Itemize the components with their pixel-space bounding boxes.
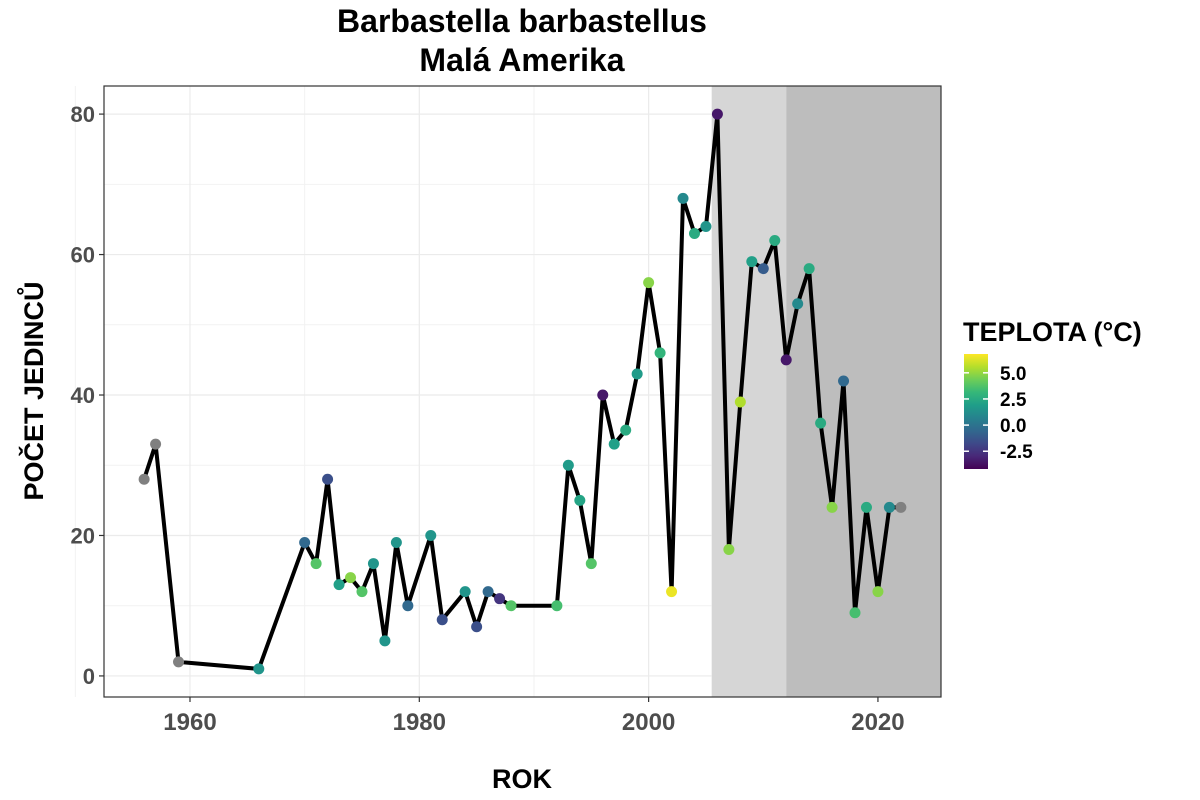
data-point — [780, 354, 792, 366]
data-point — [597, 389, 609, 401]
data-point — [585, 558, 597, 570]
data-point — [505, 600, 517, 612]
panel-border — [103, 85, 942, 698]
data-point — [654, 347, 666, 359]
legend-title: TEPLOTA (°C) — [963, 317, 1142, 347]
data-point — [345, 572, 357, 584]
plot-area: 0 20 40 60 80 1960 1980 2000 2020 — [71, 85, 942, 736]
data-point — [150, 438, 162, 450]
y-tick-label: 60 — [71, 243, 95, 268]
data-point — [138, 473, 150, 485]
y-axis-title: POČET JEDINCŮ — [16, 281, 49, 500]
data-point — [860, 501, 872, 513]
data-point — [471, 621, 483, 633]
data-point — [815, 417, 827, 429]
data-point — [436, 614, 448, 626]
legend-label: 2.5 — [1000, 390, 1027, 411]
data-point — [723, 544, 735, 556]
data-point — [459, 586, 471, 598]
series-line — [142, 112, 901, 671]
data-point — [734, 396, 746, 408]
data-point — [769, 235, 781, 247]
data-point — [643, 277, 655, 289]
x-tick-label: 1980 — [393, 709, 446, 736]
y-tick-label: 0 — [83, 664, 95, 689]
data-point — [482, 586, 494, 598]
x-tick-label: 1960 — [163, 709, 216, 736]
y-tick-label: 80 — [71, 102, 95, 127]
data-point — [322, 473, 334, 485]
data-point — [757, 263, 769, 275]
y-tick-label: 40 — [71, 383, 95, 408]
data-point — [826, 501, 838, 513]
data-point — [379, 635, 391, 647]
data-point — [356, 586, 368, 598]
data-point — [895, 501, 907, 513]
data-point — [562, 459, 574, 471]
chart-subtitle: Malá Amerika — [419, 42, 624, 78]
data-point — [688, 227, 700, 239]
data-point — [494, 593, 506, 605]
data-point — [253, 663, 265, 675]
data-point — [574, 494, 586, 506]
data-point — [425, 529, 437, 541]
data-point — [746, 256, 758, 268]
data-point — [838, 375, 850, 387]
data-point — [390, 536, 402, 548]
data-point — [551, 600, 563, 612]
data-point — [711, 108, 723, 120]
data-point — [608, 438, 620, 450]
data-point — [631, 368, 643, 380]
data-point — [883, 501, 895, 513]
legend-label: 0.0 — [1000, 416, 1026, 437]
shaded-period — [786, 86, 941, 697]
x-axis-title: ROK — [492, 764, 553, 794]
data-point — [666, 586, 678, 598]
y-tick-label: 20 — [71, 523, 95, 548]
chart-title: Barbastella barbastellus — [337, 3, 707, 39]
data-point — [700, 220, 712, 232]
legend-label: 5.0 — [1000, 364, 1026, 385]
data-point — [872, 586, 884, 598]
data-point — [677, 192, 689, 204]
data-point — [367, 558, 379, 570]
data-point — [792, 298, 804, 310]
data-point — [299, 536, 311, 548]
legend: TEPLOTA (°C) 5.0 2.5 0.0 -2.5 — [963, 317, 1142, 469]
data-point — [333, 579, 345, 591]
data-point — [402, 600, 414, 612]
x-tick-label: 2020 — [851, 709, 904, 736]
x-tick-label: 2000 — [622, 709, 675, 736]
data-point — [803, 263, 815, 275]
data-point — [173, 656, 185, 668]
legend-label: -2.5 — [1000, 442, 1033, 463]
data-point — [310, 558, 322, 570]
data-point — [849, 607, 861, 619]
data-point — [620, 424, 632, 436]
